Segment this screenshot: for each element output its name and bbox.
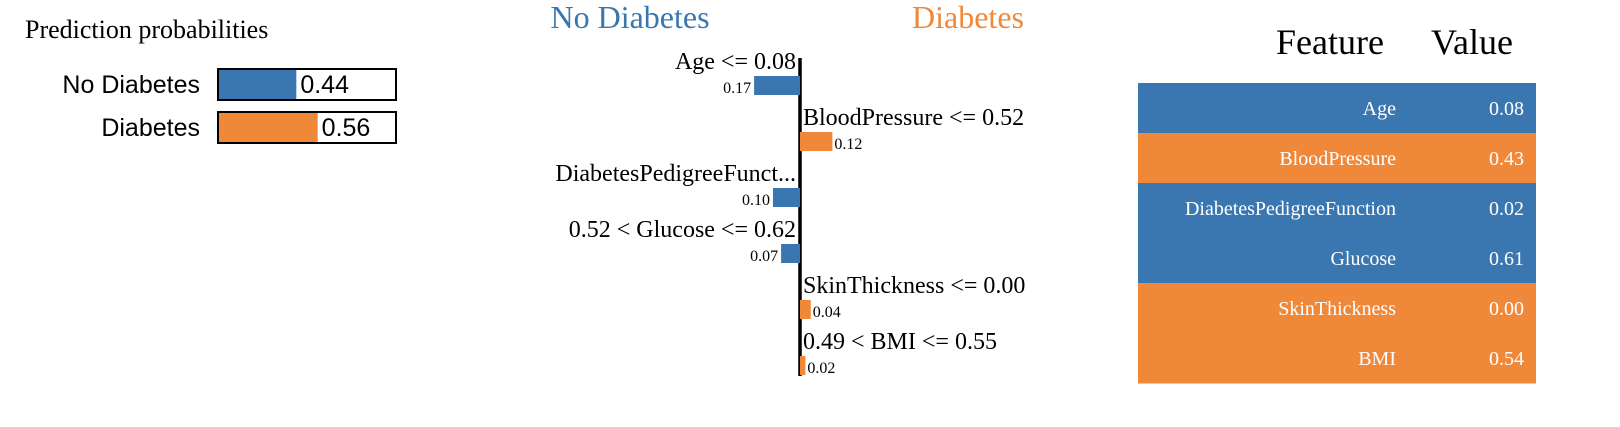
table-cell-value: 0.00: [1489, 298, 1524, 320]
feature-value-table: Feature Value Age 0.08 BloodPressure 0.43 Di…: [1138, 22, 1536, 384]
feature-weight-bar: [781, 244, 800, 263]
table-row: [1138, 233, 1536, 284]
feature-weight-value: 0.02: [807, 360, 835, 377]
feature-condition-label: SkinThickness <= 0.00: [803, 273, 1025, 299]
table-cell-feature: SkinThickness: [1278, 298, 1396, 320]
table-cell-value: 0.61: [1489, 248, 1524, 270]
prediction-class-label: No Diabetes: [62, 71, 200, 99]
feature-weight-value: 0.10: [742, 192, 770, 209]
table-cell-feature: BloodPressure: [1279, 148, 1396, 170]
prediction-probabilities-panel: Prediction probabilities No Diabetes 0.44…: [25, 15, 397, 144]
table-rows: Age 0.08 BloodPressure 0.43 DiabetesPedigree…: [1138, 83, 1536, 384]
prediction-title: Prediction probabilities: [25, 15, 268, 44]
table-row: [1138, 133, 1536, 184]
prediction-bar: [218, 112, 318, 143]
prediction-rows: No Diabetes 0.44 Diabetes 0.56: [62, 68, 397, 144]
table-cell-feature: Glucose: [1330, 248, 1396, 270]
negative-class-label: No Diabetes: [550, 0, 709, 35]
feature-weight-bar: [773, 188, 800, 207]
prediction-bar-frame: [217, 111, 397, 144]
table-cell-feature: Age: [1363, 98, 1396, 120]
table-cell-value: 0.08: [1489, 98, 1524, 120]
feature-weights-panel: No Diabetes Diabetes Age <= 0.08 0.17 Bloo…: [550, 0, 1025, 377]
feature-condition-label: BloodPressure <= 0.52: [803, 105, 1024, 131]
prediction-value-label: 0.44: [300, 71, 349, 99]
feature-weight-bar: [754, 76, 800, 95]
table-row: [1138, 333, 1536, 384]
feature-weight-value: 0.07: [750, 248, 778, 265]
positive-class-label: Diabetes: [912, 0, 1024, 35]
table-cell-value: 0.02: [1489, 198, 1524, 220]
table-row: [1138, 283, 1536, 334]
table-header-feature: Feature: [1276, 22, 1384, 62]
feature-condition-label: DiabetesPedigreeFunct...: [555, 161, 796, 187]
prediction-value-label: 0.56: [322, 114, 371, 142]
table-header-value: Value: [1431, 22, 1513, 62]
feature-weight-bar: [800, 300, 811, 319]
prediction-bar-frame: [217, 68, 397, 101]
feature-weight-bar: [800, 356, 806, 375]
table-row: [1138, 83, 1536, 134]
prediction-class-label: Diabetes: [101, 114, 200, 142]
feature-condition-label: 0.49 < BMI <= 0.55: [803, 329, 997, 355]
table-cell-feature: DiabetesPedigreeFunction: [1185, 198, 1396, 220]
table-cell-feature: BMI: [1358, 348, 1396, 370]
table-row: [1138, 183, 1536, 234]
feature-weight-value: 0.04: [813, 304, 841, 321]
feature-weight-value: 0.12: [834, 136, 862, 153]
prediction-bar: [218, 69, 297, 100]
table-cell-value: 0.54: [1489, 348, 1524, 370]
feature-weight-value: 0.17: [723, 80, 751, 97]
feature-weight-bar: [800, 132, 833, 151]
feature-condition-label: Age <= 0.08: [675, 49, 796, 75]
feature-condition-label: 0.52 < Glucose <= 0.62: [569, 217, 796, 243]
table-cell-value: 0.43: [1489, 148, 1524, 170]
feature-weight-rows: Age <= 0.08 0.17 BloodPressure <= 0.52 0.12…: [555, 49, 1025, 377]
